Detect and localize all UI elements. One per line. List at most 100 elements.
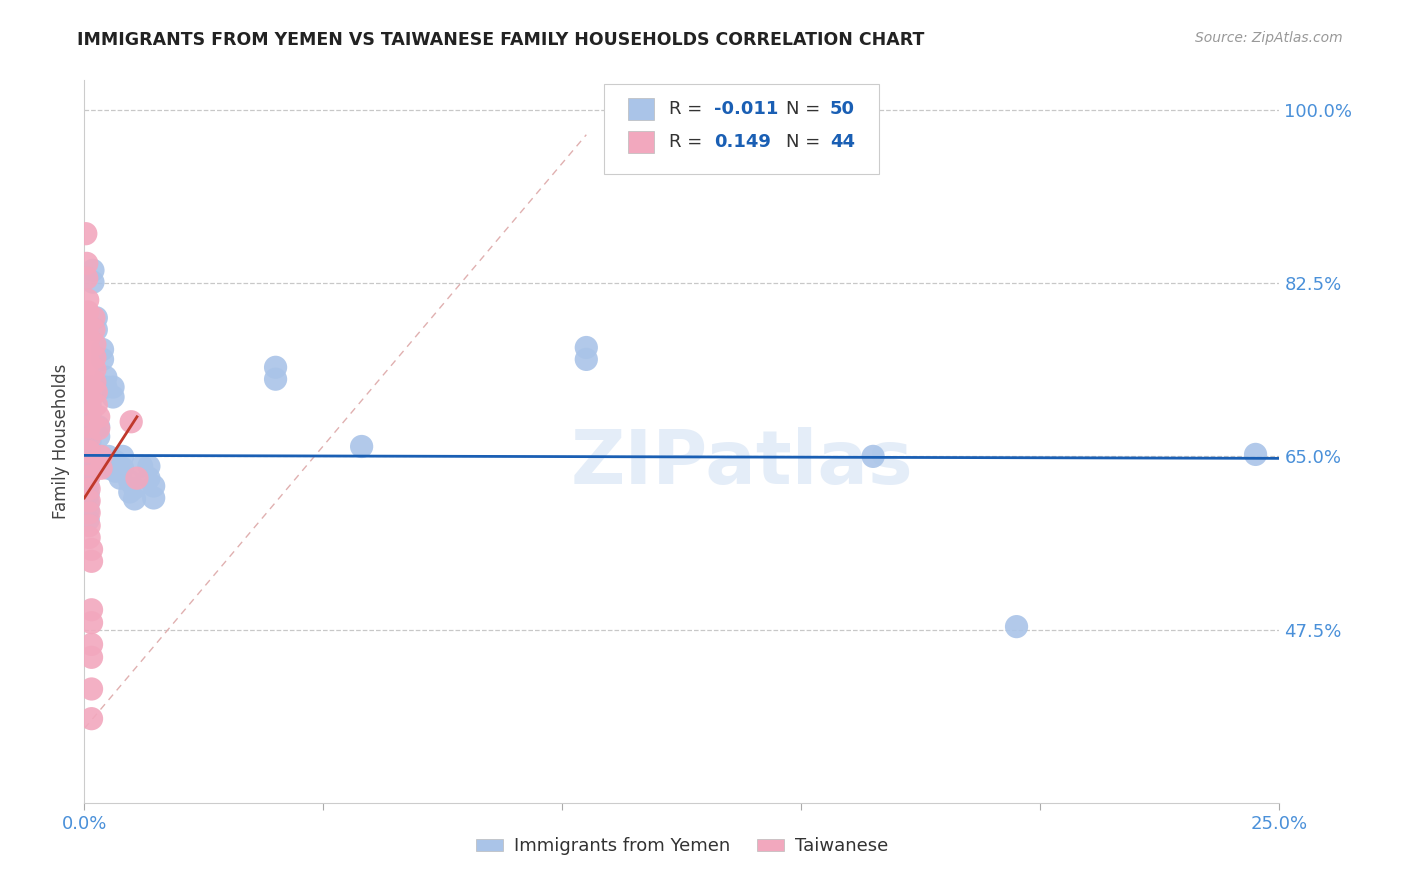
- Point: [87, 422, 110, 436]
- Point: [138, 471, 160, 485]
- Point: [82, 263, 104, 277]
- Point: [118, 485, 141, 500]
- Point: [77, 432, 100, 446]
- FancyBboxPatch shape: [628, 131, 654, 153]
- Point: [1005, 619, 1028, 633]
- Point: [76, 256, 98, 270]
- Point: [1244, 447, 1267, 461]
- Point: [77, 382, 100, 396]
- Point: [79, 398, 101, 412]
- Point: [77, 355, 100, 369]
- Point: [77, 487, 100, 501]
- Point: [77, 330, 100, 344]
- Y-axis label: Family Households: Family Households: [52, 364, 70, 519]
- Point: [86, 323, 108, 337]
- Point: [76, 293, 98, 307]
- Point: [91, 343, 114, 357]
- Text: Source: ZipAtlas.com: Source: ZipAtlas.com: [1195, 31, 1343, 45]
- Point: [83, 337, 105, 351]
- Point: [87, 409, 110, 424]
- Point: [575, 352, 598, 367]
- Text: IMMIGRANTS FROM YEMEN VS TAIWANESE FAMILY HOUSEHOLDS CORRELATION CHART: IMMIGRANTS FROM YEMEN VS TAIWANESE FAMIL…: [77, 31, 925, 49]
- Text: N =: N =: [786, 133, 825, 151]
- Point: [86, 385, 108, 400]
- Point: [80, 615, 103, 630]
- Text: R =: R =: [669, 100, 707, 118]
- Point: [862, 450, 884, 464]
- Point: [77, 458, 100, 472]
- Point: [77, 518, 100, 533]
- Point: [80, 603, 103, 617]
- Point: [125, 471, 148, 485]
- Point: [94, 370, 117, 384]
- Point: [264, 372, 287, 386]
- Point: [77, 469, 100, 483]
- Point: [79, 463, 101, 477]
- Point: [76, 305, 98, 319]
- Point: [82, 275, 104, 289]
- Point: [77, 496, 100, 510]
- Point: [77, 531, 100, 545]
- FancyBboxPatch shape: [605, 84, 879, 174]
- Point: [77, 479, 100, 493]
- Point: [75, 227, 97, 241]
- Point: [77, 513, 100, 527]
- Point: [350, 440, 373, 454]
- Point: [110, 471, 132, 485]
- Point: [124, 481, 146, 495]
- Text: N =: N =: [786, 100, 825, 118]
- Point: [111, 450, 134, 464]
- Point: [575, 341, 598, 355]
- Point: [142, 479, 165, 493]
- Point: [80, 554, 103, 568]
- Point: [83, 375, 105, 389]
- Point: [80, 681, 103, 696]
- Point: [104, 454, 127, 468]
- Point: [97, 461, 120, 475]
- Point: [77, 408, 100, 422]
- Point: [79, 380, 101, 394]
- Text: ZIPatlas: ZIPatlas: [571, 426, 912, 500]
- Legend: Immigrants from Yemen, Taiwanese: Immigrants from Yemen, Taiwanese: [468, 830, 896, 863]
- Point: [79, 409, 101, 424]
- Point: [80, 650, 103, 665]
- Point: [80, 637, 103, 651]
- Point: [91, 352, 114, 367]
- Point: [77, 395, 100, 409]
- Point: [83, 323, 105, 337]
- Text: 44: 44: [830, 133, 855, 151]
- Point: [97, 450, 120, 464]
- Point: [138, 459, 160, 474]
- Point: [142, 491, 165, 505]
- Point: [77, 482, 100, 496]
- Text: 0.149: 0.149: [714, 133, 770, 151]
- Point: [77, 370, 100, 384]
- Point: [77, 506, 100, 520]
- Point: [79, 444, 101, 458]
- Point: [83, 310, 105, 325]
- Point: [77, 343, 100, 357]
- Point: [124, 491, 146, 506]
- Point: [110, 461, 132, 475]
- Point: [90, 461, 112, 475]
- Point: [111, 461, 134, 475]
- Point: [79, 454, 101, 468]
- Point: [79, 422, 101, 436]
- Point: [80, 542, 103, 557]
- Point: [76, 271, 98, 285]
- Point: [79, 434, 101, 449]
- Point: [77, 504, 100, 518]
- Text: 50: 50: [830, 100, 855, 118]
- Point: [131, 459, 153, 474]
- Point: [86, 398, 108, 412]
- Point: [120, 415, 142, 429]
- Point: [83, 351, 105, 365]
- Point: [76, 318, 98, 333]
- Point: [118, 474, 141, 488]
- Point: [77, 494, 100, 508]
- Text: -0.011: -0.011: [714, 100, 779, 118]
- Point: [101, 380, 124, 394]
- Point: [77, 451, 100, 466]
- Point: [87, 419, 110, 434]
- Point: [77, 444, 100, 458]
